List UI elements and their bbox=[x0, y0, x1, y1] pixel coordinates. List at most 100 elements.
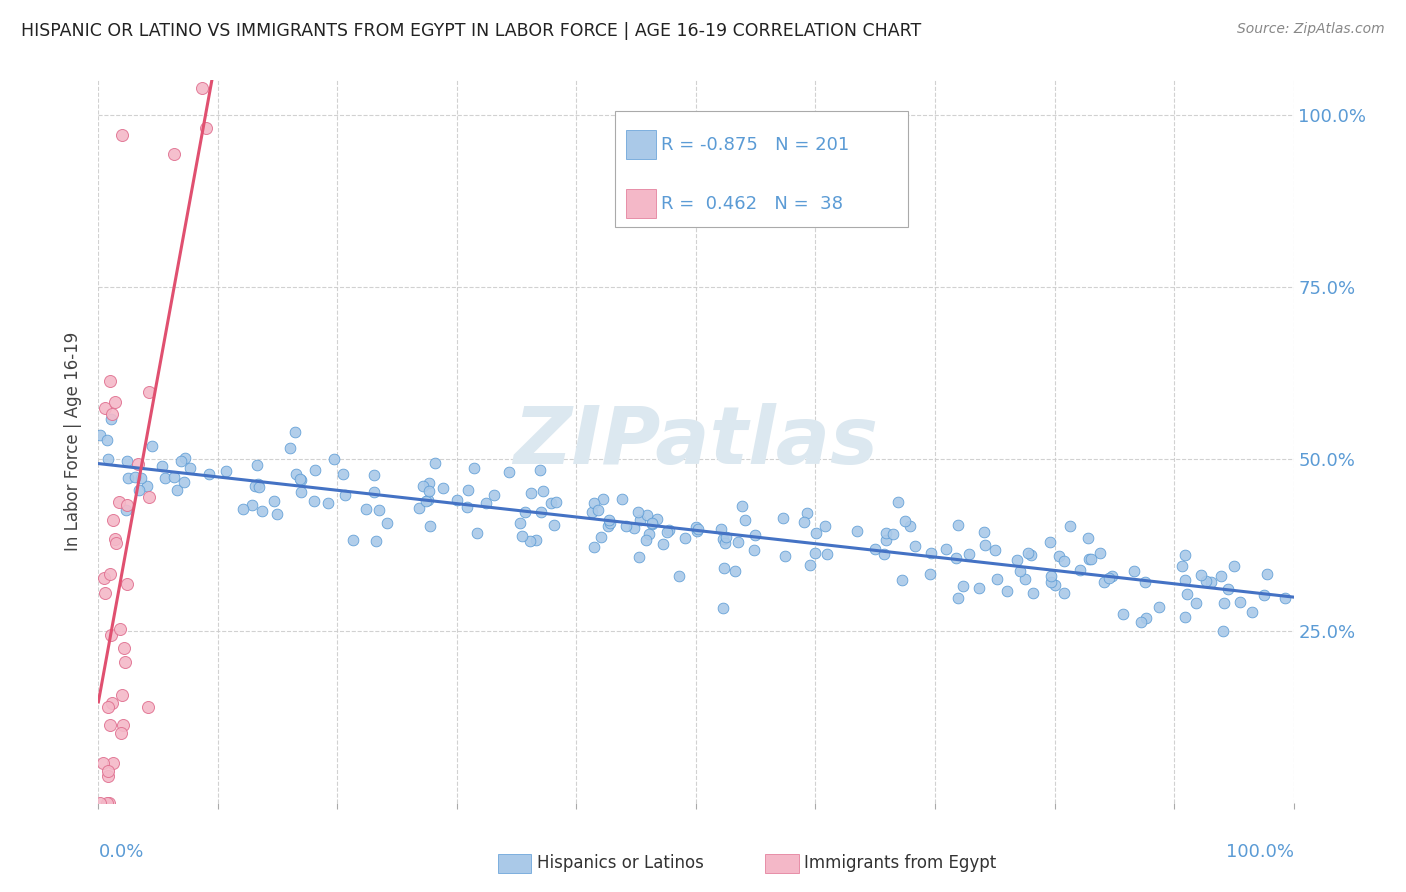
Point bbox=[1223, 559, 1246, 574]
Point bbox=[814, 518, 837, 533]
Point bbox=[612, 492, 634, 507]
Point bbox=[796, 506, 818, 520]
Text: 0.0%: 0.0% bbox=[98, 843, 143, 861]
Point bbox=[124, 469, 146, 483]
Point bbox=[583, 540, 606, 554]
Point bbox=[882, 527, 904, 541]
Point bbox=[240, 498, 263, 512]
Point bbox=[920, 546, 942, 560]
Point bbox=[984, 542, 1007, 557]
Point bbox=[775, 549, 797, 563]
Point bbox=[278, 441, 301, 455]
Point bbox=[1101, 569, 1123, 583]
Point bbox=[529, 463, 551, 477]
Point bbox=[423, 456, 446, 470]
Point bbox=[288, 472, 311, 486]
Point bbox=[686, 524, 709, 538]
Point bbox=[530, 505, 553, 519]
Point bbox=[232, 501, 254, 516]
Point bbox=[138, 490, 160, 504]
Point bbox=[1274, 591, 1296, 605]
Point bbox=[101, 513, 124, 527]
Point bbox=[104, 533, 127, 547]
Point bbox=[418, 483, 440, 498]
Point bbox=[875, 526, 897, 541]
Point bbox=[117, 471, 139, 485]
Point bbox=[1043, 577, 1066, 591]
Point bbox=[589, 530, 612, 544]
Point bbox=[713, 561, 735, 575]
Point bbox=[627, 549, 650, 564]
Point bbox=[510, 528, 533, 542]
Point bbox=[945, 551, 967, 566]
Point bbox=[1088, 546, 1111, 560]
Point bbox=[96, 796, 118, 810]
Point bbox=[285, 467, 308, 482]
Point bbox=[1059, 518, 1081, 533]
Point bbox=[641, 516, 664, 531]
Point bbox=[1229, 595, 1251, 609]
Point bbox=[1080, 551, 1102, 566]
Point bbox=[599, 516, 621, 530]
Point bbox=[114, 655, 136, 669]
Point bbox=[363, 484, 385, 499]
Text: Hispanics or Latinos: Hispanics or Latinos bbox=[537, 855, 704, 872]
Point bbox=[1098, 571, 1121, 585]
Point bbox=[946, 591, 969, 605]
Point bbox=[89, 796, 111, 810]
Point bbox=[457, 483, 479, 498]
Point bbox=[100, 628, 122, 642]
Point bbox=[583, 496, 606, 510]
Point bbox=[724, 564, 747, 578]
Point bbox=[638, 527, 661, 541]
Point bbox=[94, 586, 117, 600]
Point bbox=[614, 519, 637, 533]
Point bbox=[302, 494, 325, 508]
Point bbox=[873, 547, 896, 561]
Point bbox=[498, 466, 520, 480]
Point bbox=[920, 566, 942, 581]
Point bbox=[98, 718, 121, 732]
Point bbox=[581, 505, 603, 519]
Point bbox=[153, 471, 176, 485]
Point bbox=[163, 146, 186, 161]
Point bbox=[243, 478, 266, 492]
Point bbox=[98, 566, 121, 581]
Point bbox=[623, 521, 645, 535]
Point bbox=[195, 121, 218, 136]
Point bbox=[957, 547, 980, 561]
Point bbox=[97, 769, 120, 783]
Point bbox=[128, 483, 150, 497]
Point bbox=[524, 533, 547, 547]
Point bbox=[290, 474, 312, 488]
Point bbox=[673, 531, 696, 545]
Point bbox=[1147, 599, 1170, 614]
Point bbox=[688, 522, 710, 536]
Point bbox=[845, 524, 868, 539]
Point bbox=[111, 717, 134, 731]
Point bbox=[651, 537, 673, 551]
Point bbox=[290, 484, 312, 499]
Point bbox=[366, 533, 388, 548]
Point bbox=[129, 470, 152, 484]
Point bbox=[772, 511, 794, 525]
Point bbox=[104, 535, 127, 549]
Point bbox=[1047, 549, 1070, 563]
Point bbox=[1216, 582, 1239, 596]
Point bbox=[804, 546, 827, 560]
Point bbox=[1092, 574, 1115, 589]
Text: ZIPatlas: ZIPatlas bbox=[513, 402, 879, 481]
Point bbox=[418, 476, 440, 491]
Point bbox=[1175, 587, 1198, 601]
Point bbox=[586, 503, 609, 517]
Point bbox=[304, 463, 326, 477]
Text: Source: ZipAtlas.com: Source: ZipAtlas.com bbox=[1237, 22, 1385, 37]
Point bbox=[515, 505, 537, 519]
Point bbox=[215, 464, 238, 478]
Point bbox=[1005, 553, 1028, 567]
Point bbox=[250, 504, 273, 518]
Point bbox=[170, 454, 193, 468]
Point bbox=[115, 453, 138, 467]
Point bbox=[166, 483, 188, 497]
Point bbox=[191, 81, 214, 95]
